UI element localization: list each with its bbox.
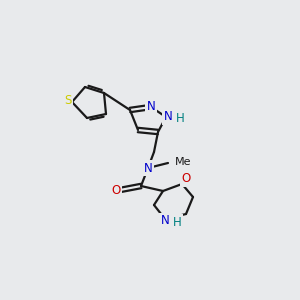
Text: O: O	[182, 172, 190, 185]
Text: N: N	[164, 110, 172, 124]
Text: N: N	[147, 100, 155, 112]
Text: H: H	[172, 215, 182, 229]
Text: O: O	[111, 184, 121, 196]
Text: S: S	[64, 94, 72, 106]
Text: N: N	[160, 214, 169, 227]
Text: N: N	[144, 161, 152, 175]
Text: Me: Me	[175, 157, 191, 167]
Text: H: H	[176, 112, 184, 124]
